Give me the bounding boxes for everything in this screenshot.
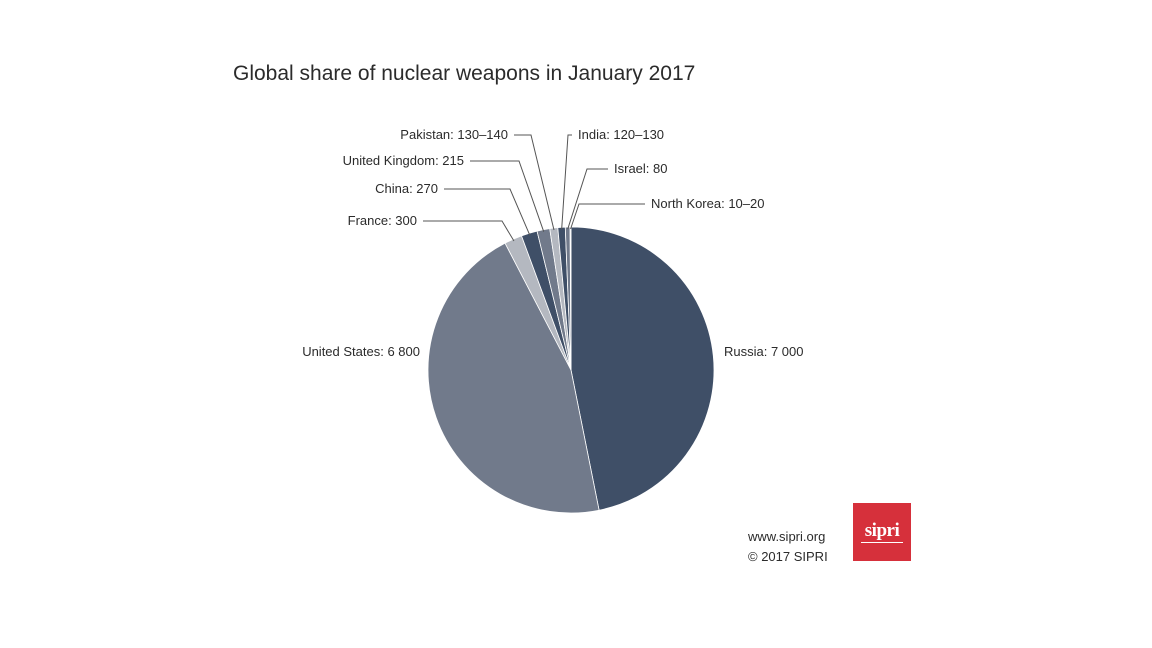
footer-copyright: © 2017 SIPRI bbox=[748, 549, 828, 564]
leader-line-pakistan bbox=[514, 134, 555, 231]
slice-label-india: India: 120–130 bbox=[578, 127, 664, 142]
pie-slices bbox=[427, 226, 715, 514]
slice-labels: Russia: 7 000 United States: 6 800 France:… bbox=[302, 127, 803, 359]
slice-label-china: China: 270 bbox=[375, 181, 438, 196]
pie-slice-russia bbox=[570, 226, 715, 511]
footer-url: www.sipri.org bbox=[748, 529, 826, 544]
leader-line-france bbox=[423, 220, 515, 242]
leader-lines bbox=[423, 134, 645, 242]
pie-slice-united-states bbox=[427, 242, 600, 514]
leader-line-india bbox=[561, 134, 572, 230]
sipri-logo-rule bbox=[861, 541, 903, 543]
slice-label-united-kingdom: United Kingdom: 215 bbox=[343, 153, 464, 168]
slice-label-united-states: United States: 6 800 bbox=[302, 344, 420, 359]
slice-label-pakistan: Pakistan: 130–140 bbox=[400, 127, 508, 142]
leader-line-israel bbox=[567, 168, 608, 230]
sipri-logo-text: sipri bbox=[864, 519, 900, 541]
sipri-logo: sipri bbox=[853, 503, 911, 561]
slice-label-israel: Israel: 80 bbox=[614, 161, 667, 176]
leader-line-china bbox=[444, 188, 531, 236]
leader-line-united-kingdom bbox=[470, 160, 545, 232]
slice-label-france: France: 300 bbox=[348, 213, 417, 228]
leader-line-north-korea bbox=[570, 203, 645, 230]
chart-title: Global share of nuclear weapons in Janua… bbox=[233, 62, 696, 85]
slice-label-north-korea: North Korea: 10–20 bbox=[651, 196, 764, 211]
footer: www.sipri.org © 2017 SIPRI bbox=[748, 527, 828, 567]
slice-label-russia: Russia: 7 000 bbox=[724, 344, 804, 359]
